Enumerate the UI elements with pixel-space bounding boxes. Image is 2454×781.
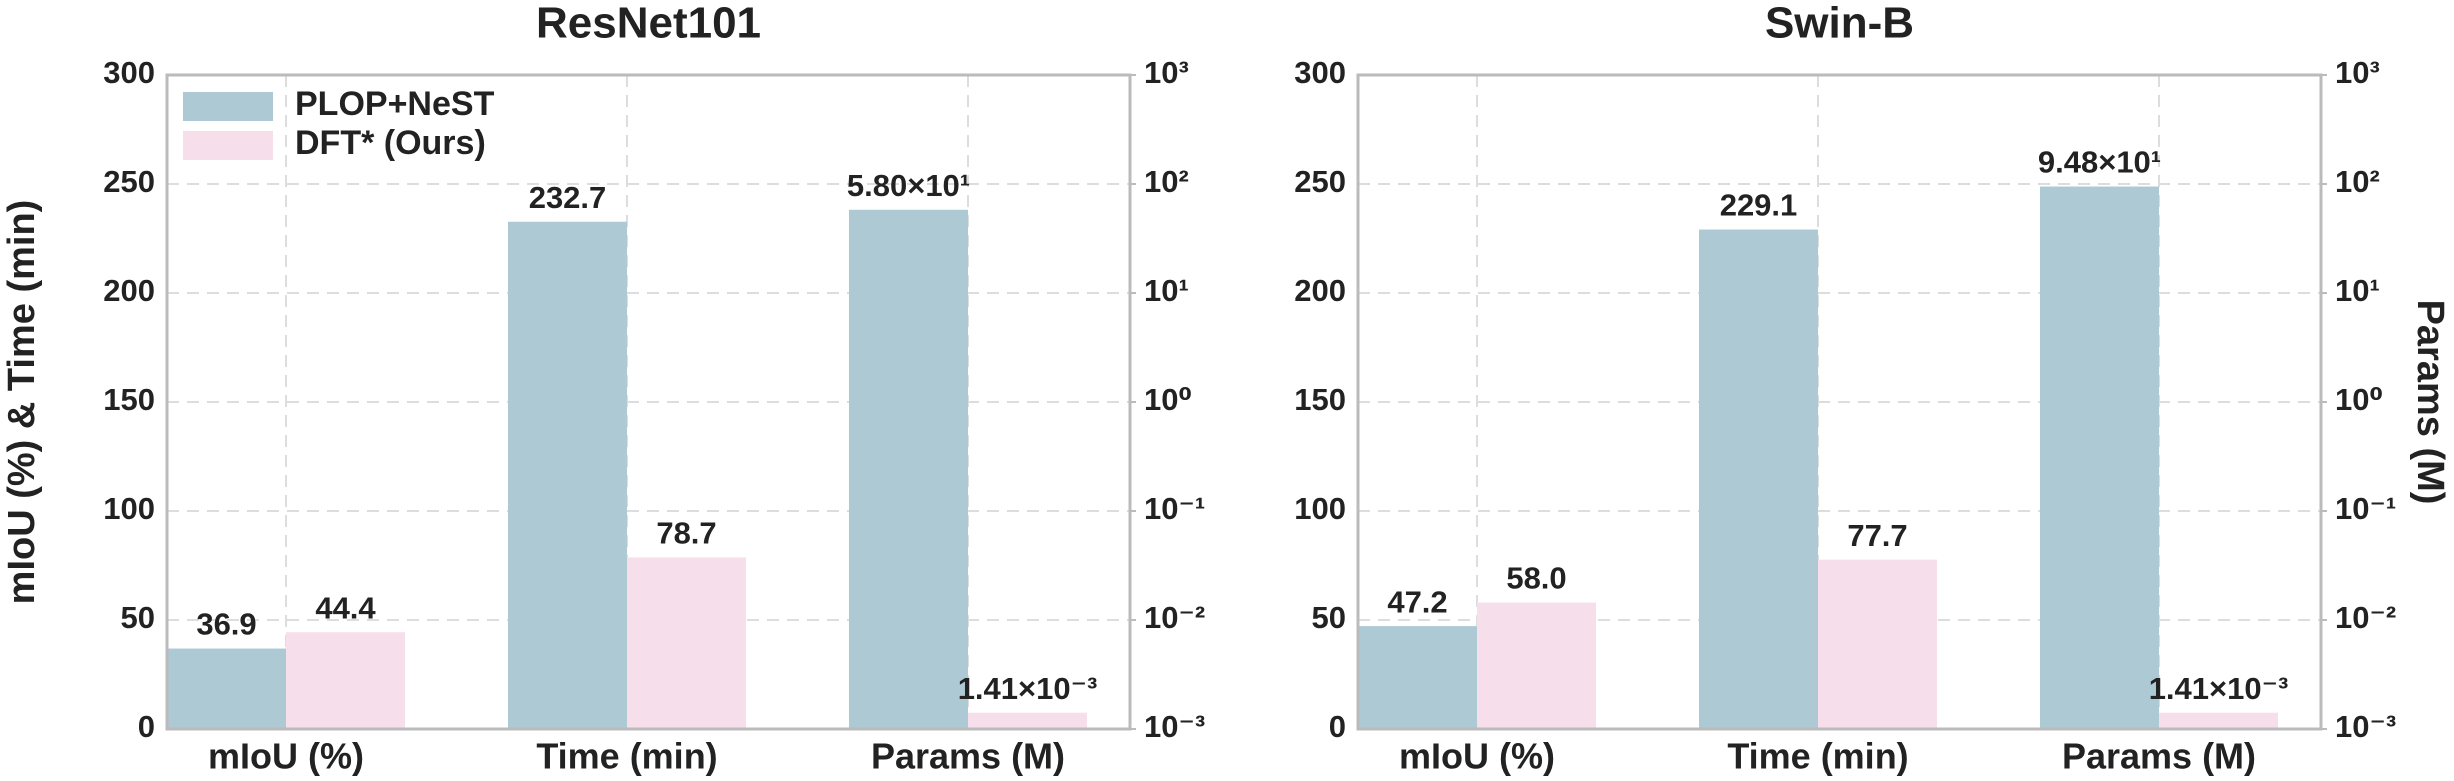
y2-axis-label: Params (M) bbox=[2409, 300, 2451, 505]
value-label: 36.9 bbox=[196, 607, 256, 642]
y2-tick-label: 10² bbox=[1144, 164, 1189, 199]
y-tick-label: 150 bbox=[103, 382, 155, 417]
y-tick-label: 50 bbox=[121, 600, 155, 635]
value-label: 229.1 bbox=[1720, 188, 1798, 223]
y-tick-label: 100 bbox=[1294, 491, 1346, 526]
bar bbox=[968, 712, 1087, 729]
y2-tick-label: 10⁻¹ bbox=[2335, 491, 2396, 526]
value-label: 77.7 bbox=[1847, 518, 1907, 553]
y2-tick-label: 10⁻² bbox=[1144, 600, 1205, 635]
bar bbox=[508, 221, 627, 730]
legend-label: PLOP+NeST bbox=[295, 85, 495, 123]
bar bbox=[1699, 229, 1818, 729]
y2-tick-label: 10⁻³ bbox=[2335, 709, 2396, 744]
value-label: 47.2 bbox=[1387, 584, 1447, 619]
y2-tick-label: 10⁻² bbox=[2335, 600, 2396, 635]
value-label: 1.41×10⁻³ bbox=[958, 671, 1098, 706]
y-tick-label: 300 bbox=[103, 55, 155, 90]
y2-tick-label: 10⁰ bbox=[1144, 382, 1192, 417]
bar bbox=[627, 557, 746, 729]
bar bbox=[2159, 712, 2278, 729]
y2-tick-label: 10¹ bbox=[1144, 273, 1189, 308]
x-tick-label: Params (M) bbox=[2062, 736, 2256, 777]
legend-swatch bbox=[183, 131, 273, 160]
y-tick-label: 0 bbox=[138, 709, 155, 744]
y-tick-label: 100 bbox=[103, 491, 155, 526]
chart-title: Swin-B bbox=[1765, 0, 1914, 48]
frame bbox=[165, 73, 1132, 731]
y2-tick-label: 10³ bbox=[1144, 55, 1189, 90]
bar bbox=[167, 648, 286, 729]
y-tick-label: 300 bbox=[1294, 55, 1346, 90]
bar bbox=[2040, 186, 2159, 729]
value-label: 44.4 bbox=[315, 590, 376, 625]
y-tick-label: 200 bbox=[1294, 273, 1346, 308]
y2-tick-label: 10⁻³ bbox=[1144, 709, 1205, 744]
x-tick-label: mIoU (%) bbox=[1399, 736, 1555, 777]
chart-title: ResNet101 bbox=[536, 0, 761, 48]
y2-tick-label: 10⁰ bbox=[2335, 382, 2383, 417]
y-tick-label: 150 bbox=[1294, 382, 1346, 417]
frame bbox=[1356, 73, 2323, 731]
y2-tick-label: 10² bbox=[2335, 164, 2380, 199]
y2-tick-label: 10⁻¹ bbox=[1144, 491, 1205, 526]
bar bbox=[1818, 559, 1937, 729]
legend-label: DFT* (Ours) bbox=[295, 124, 486, 162]
value-label: 58.0 bbox=[1506, 561, 1566, 596]
x-tick-label: Time (min) bbox=[536, 736, 717, 777]
value-label: 232.7 bbox=[529, 180, 607, 215]
y-tick-label: 200 bbox=[103, 273, 155, 308]
y-tick-label: 250 bbox=[103, 164, 155, 199]
y-axis-label: mIoU (%) & Time (min) bbox=[1, 200, 43, 605]
value-label: 9.48×10¹ bbox=[2038, 145, 2161, 180]
bar bbox=[849, 209, 968, 729]
x-tick-label: Time (min) bbox=[1727, 736, 1908, 777]
y2-tick-label: 10³ bbox=[2335, 55, 2380, 90]
x-tick-label: Params (M) bbox=[871, 736, 1065, 777]
y-tick-label: 50 bbox=[1312, 600, 1346, 635]
value-label: 78.7 bbox=[656, 516, 716, 551]
value-label: 5.80×10¹ bbox=[847, 168, 970, 203]
value-label: 1.41×10⁻³ bbox=[2149, 671, 2289, 706]
bar bbox=[1358, 626, 1477, 729]
legend-swatch bbox=[183, 92, 273, 121]
bar bbox=[1477, 602, 1596, 729]
x-tick-label: mIoU (%) bbox=[208, 736, 364, 777]
y2-tick-label: 10¹ bbox=[2335, 273, 2380, 308]
bar bbox=[286, 632, 405, 729]
y-tick-label: 250 bbox=[1294, 164, 1346, 199]
y-tick-label: 0 bbox=[1329, 709, 1346, 744]
